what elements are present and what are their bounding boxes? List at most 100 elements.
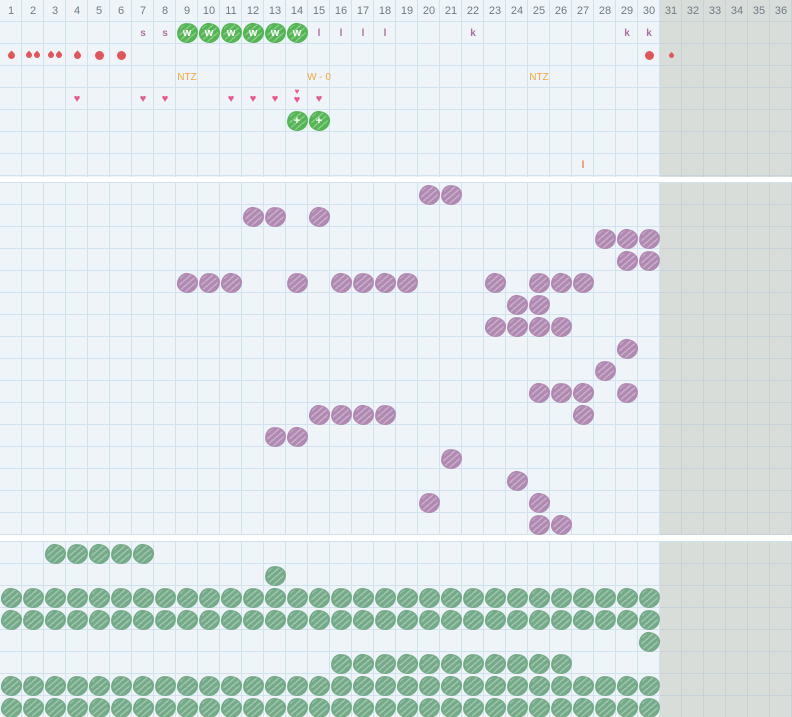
cell-symbol	[264, 587, 286, 609]
day-number-13[interactable]: 13	[268, 5, 282, 17]
bleeding-double-droplet-icon	[24, 50, 42, 60]
green-marker	[45, 544, 66, 564]
day-number-28[interactable]: 28	[598, 5, 612, 17]
day-number-6[interactable]: 6	[117, 5, 125, 17]
cell-symbol	[330, 653, 352, 675]
green-marker	[67, 588, 88, 608]
green-marker	[23, 588, 44, 608]
cell-symbol	[198, 697, 220, 717]
day-number-10[interactable]: 10	[202, 5, 216, 17]
day-number-12[interactable]: 12	[246, 5, 260, 17]
day-number-30[interactable]: 30	[642, 5, 656, 17]
cell-symbol	[418, 184, 440, 206]
day-number-35[interactable]: 35	[752, 5, 766, 17]
cell-symbol	[242, 609, 264, 631]
cell-symbol	[88, 44, 110, 66]
cell-symbol: k	[462, 22, 484, 44]
green-marker	[397, 698, 418, 717]
purple-marker	[529, 515, 550, 535]
cell-symbol	[440, 697, 462, 717]
day-number-32[interactable]: 32	[686, 5, 700, 17]
green-marker	[221, 676, 242, 696]
day-number-3[interactable]: 3	[51, 5, 59, 17]
day-number-34[interactable]: 34	[730, 5, 744, 17]
green-marker	[1, 588, 22, 608]
bottom-grid-section[interactable]	[0, 541, 792, 717]
cell-symbol	[572, 404, 594, 426]
cell-symbol	[528, 492, 550, 514]
cell-symbol	[0, 697, 22, 717]
day-number-21[interactable]: 21	[444, 5, 458, 17]
green-w-marker: w	[221, 23, 242, 43]
green-marker	[287, 698, 308, 717]
middle-grid-section[interactable]	[0, 182, 792, 535]
cell-symbol	[506, 587, 528, 609]
cell-symbol	[572, 697, 594, 717]
day-number-7[interactable]: 7	[139, 5, 147, 17]
cell-symbol	[264, 609, 286, 631]
green-marker	[331, 676, 352, 696]
cell-symbol	[286, 609, 308, 631]
green-marker	[419, 610, 440, 630]
cell-symbol	[352, 404, 374, 426]
day-number-23[interactable]: 23	[488, 5, 502, 17]
cell-symbol	[88, 543, 110, 565]
green-marker	[243, 588, 264, 608]
day-number-20[interactable]: 20	[422, 5, 436, 17]
cell-symbol	[264, 206, 286, 228]
day-number-24[interactable]: 24	[510, 5, 524, 17]
cell-symbol	[572, 272, 594, 294]
out-of-cycle-zone	[660, 183, 792, 535]
purple-marker	[551, 317, 572, 337]
purple-marker	[551, 383, 572, 403]
purple-marker	[309, 207, 330, 227]
day-number-8[interactable]: 8	[161, 5, 169, 17]
green-marker	[287, 588, 308, 608]
day-number-18[interactable]: 18	[378, 5, 392, 17]
day-number-4[interactable]: 4	[73, 5, 81, 17]
green-marker	[617, 698, 638, 717]
green-marker	[529, 610, 550, 630]
cell-symbol	[506, 470, 528, 492]
cell-symbol	[594, 609, 616, 631]
purple-marker	[375, 273, 396, 293]
green-marker	[529, 698, 550, 717]
cell-symbol	[506, 697, 528, 717]
day-number-29[interactable]: 29	[620, 5, 634, 17]
cell-symbol	[44, 675, 66, 697]
cell-symbol	[198, 675, 220, 697]
s-code-letter: s	[140, 27, 146, 39]
day-number-36[interactable]: 36	[774, 5, 788, 17]
day-number-11[interactable]: 11	[225, 5, 237, 17]
day-number-27[interactable]: 27	[576, 5, 590, 17]
symbol-rows-section[interactable]: 1 2 3 4 5 6 7 8 9 10 11 12 13 14 15 16 17 18 19 20 21 22 23 24 2…	[0, 0, 792, 177]
day-number-25[interactable]: 25	[532, 5, 546, 17]
green-marker	[89, 698, 110, 717]
day-number-17[interactable]: 17	[356, 5, 370, 17]
day-number-31[interactable]: 31	[664, 5, 678, 17]
cell-symbol	[572, 675, 594, 697]
green-marker	[617, 610, 638, 630]
cell-symbol	[440, 675, 462, 697]
day-number-26[interactable]: 26	[554, 5, 568, 17]
cell-symbol: +	[308, 110, 330, 132]
purple-marker	[331, 273, 352, 293]
purple-marker	[419, 493, 440, 513]
cell-symbol	[352, 653, 374, 675]
cell-symbol	[264, 565, 286, 587]
green-marker	[573, 676, 594, 696]
day-number-15[interactable]: 15	[312, 5, 326, 17]
green-marker	[309, 676, 330, 696]
day-number-2[interactable]: 2	[29, 5, 37, 17]
cell-symbol	[616, 250, 638, 272]
day-number-16[interactable]: 16	[334, 5, 348, 17]
day-number-19[interactable]: 19	[400, 5, 414, 17]
cell-symbol: k	[638, 22, 660, 44]
day-number-33[interactable]: 33	[708, 5, 722, 17]
day-number-14[interactable]: 14	[290, 5, 304, 17]
purple-marker	[573, 383, 594, 403]
day-number-22[interactable]: 22	[466, 5, 480, 17]
day-number-9[interactable]: 9	[183, 5, 191, 17]
day-number-1[interactable]: 1	[7, 5, 15, 17]
day-number-5[interactable]: 5	[95, 5, 103, 17]
